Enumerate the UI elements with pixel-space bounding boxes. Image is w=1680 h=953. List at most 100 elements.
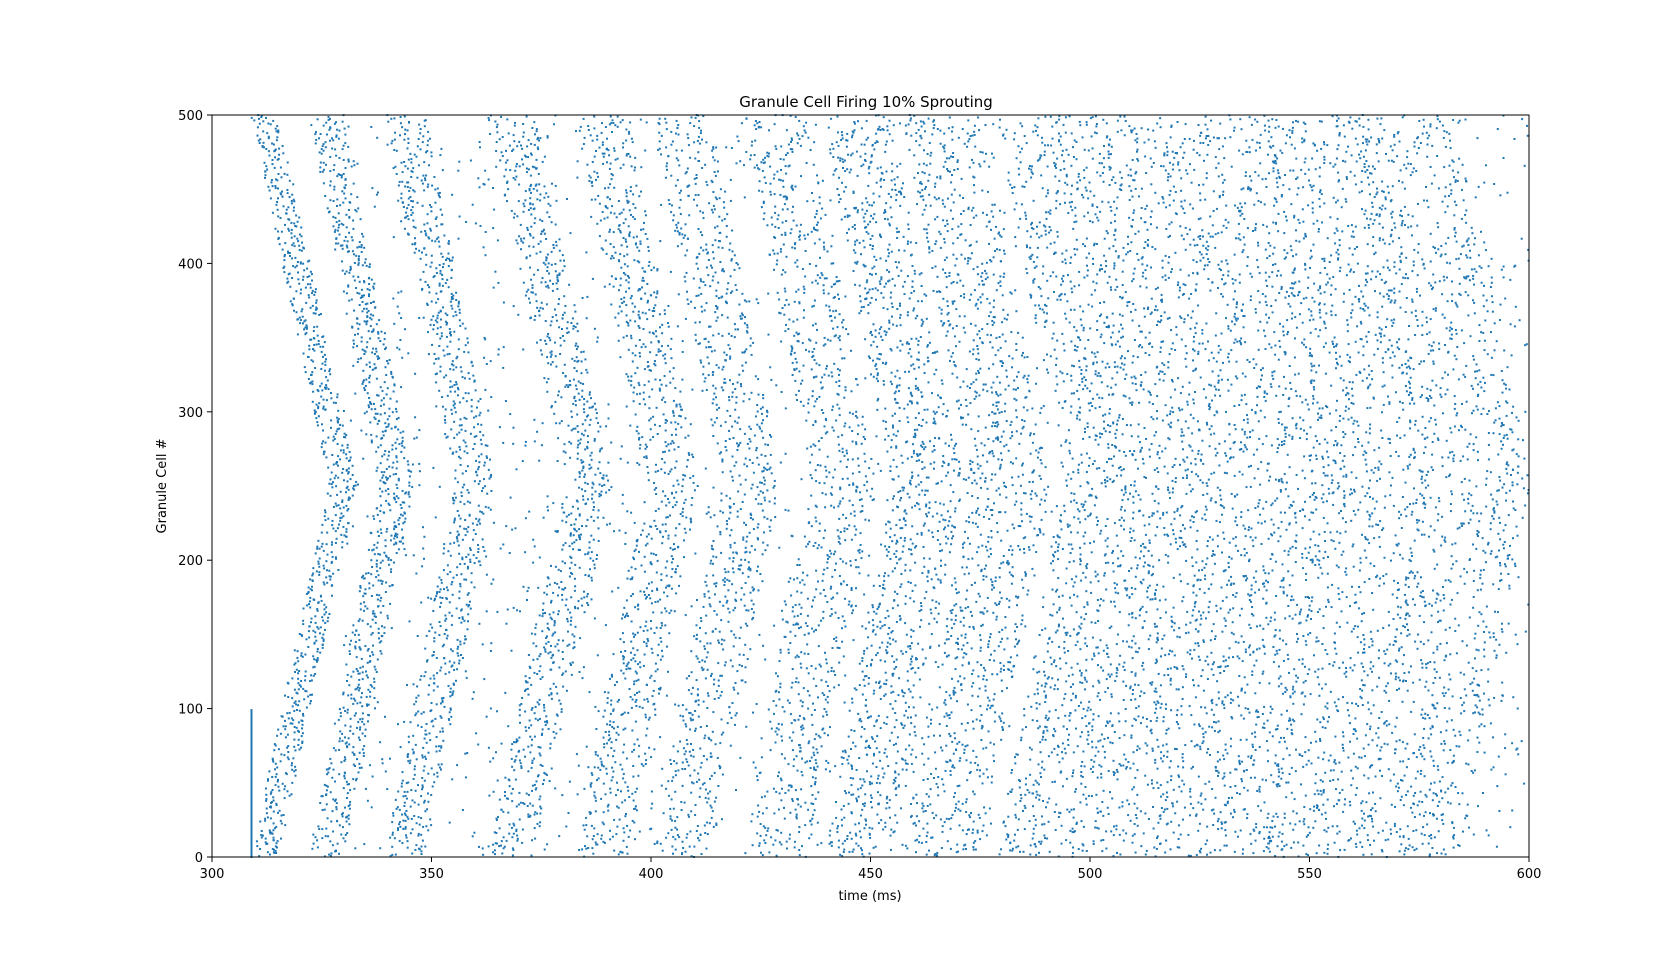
spike-point <box>534 217 537 220</box>
spike-point <box>357 736 360 739</box>
spike-point <box>590 458 593 461</box>
spike-point <box>379 520 382 523</box>
spike-point <box>744 350 747 353</box>
spike-point <box>585 525 588 528</box>
spike-point <box>323 783 326 786</box>
spike-point <box>517 200 520 203</box>
spike-point <box>529 185 532 188</box>
spike-point <box>396 487 399 490</box>
spike-point <box>361 296 364 299</box>
spike-point <box>250 830 253 833</box>
spike-point <box>281 715 284 718</box>
spike-point <box>362 235 365 238</box>
spike-point <box>632 799 635 802</box>
spike-point <box>554 341 556 344</box>
spike-point <box>361 576 363 579</box>
spike-point <box>621 617 623 620</box>
spike-point <box>801 724 804 727</box>
spike-point <box>674 466 677 469</box>
chart-title: Granule Cell Firing 10% Sprouting <box>739 93 993 111</box>
spike-point <box>556 276 559 279</box>
spike-point <box>400 785 403 788</box>
spike-point <box>696 139 699 142</box>
spike-point <box>593 170 596 173</box>
spike-point <box>567 608 570 611</box>
spike-point <box>623 616 626 619</box>
spike-point <box>480 423 483 426</box>
spike-point <box>537 774 540 777</box>
spike-point <box>526 805 529 807</box>
spike-point <box>283 172 286 175</box>
spike-point <box>250 721 253 723</box>
spike-point <box>633 550 636 553</box>
spike-point <box>573 359 576 362</box>
spike-point <box>693 489 696 492</box>
spike-point <box>287 751 290 753</box>
spike-point <box>403 511 406 514</box>
spike-point <box>438 749 441 752</box>
spike-point <box>315 301 318 304</box>
spike-point <box>550 406 553 409</box>
spike-point <box>659 842 662 845</box>
spike-point <box>314 673 317 675</box>
spike-point <box>625 757 628 760</box>
spike-point <box>575 342 578 345</box>
spike-point <box>618 289 620 292</box>
spike-point <box>458 319 461 322</box>
spike-point <box>667 155 670 158</box>
spike-point <box>597 421 599 424</box>
spike-point <box>612 721 615 724</box>
spike-point <box>562 672 565 675</box>
spike-point <box>626 852 629 855</box>
spike-point <box>250 811 253 814</box>
spike-point <box>738 653 741 656</box>
spike-point <box>449 386 452 389</box>
spike-point <box>332 225 335 228</box>
spike-point <box>291 303 294 306</box>
spike-point <box>646 466 649 468</box>
spike-point <box>250 764 253 766</box>
spike-point <box>683 527 686 530</box>
spike-point <box>283 797 286 800</box>
spike-point <box>462 439 465 442</box>
spike-point <box>579 382 582 385</box>
spike-point <box>628 209 631 212</box>
spike-point <box>765 834 768 837</box>
spike-point <box>393 521 396 524</box>
spike-point <box>556 278 559 281</box>
spike-point <box>548 583 551 586</box>
spike-point <box>468 604 471 607</box>
spike-point <box>449 531 452 534</box>
spike-point <box>277 215 280 218</box>
spike-point <box>449 554 452 557</box>
spike-point <box>250 765 253 768</box>
spike-point <box>358 241 361 243</box>
spike-point <box>363 601 366 604</box>
spike-point <box>510 757 513 760</box>
spike-point <box>407 218 410 221</box>
spike-point <box>806 760 809 763</box>
spike-point <box>643 270 646 273</box>
spike-point <box>738 663 741 666</box>
spike-point <box>330 852 333 855</box>
spike-point <box>402 795 405 798</box>
spike-point <box>622 237 625 239</box>
spike-point <box>390 559 393 562</box>
spike-point <box>279 819 282 822</box>
spike-point <box>671 779 674 782</box>
spike-point <box>406 846 409 849</box>
spike-point <box>300 235 303 238</box>
spike-point <box>660 383 663 386</box>
spike-point <box>276 840 279 843</box>
spike-point <box>755 447 758 449</box>
spike-point <box>398 180 401 183</box>
spike-point <box>748 447 751 450</box>
spike-point <box>358 304 361 306</box>
spike-point <box>315 403 318 406</box>
spike-point <box>670 357 673 360</box>
spike-point <box>453 521 456 524</box>
spike-point <box>711 181 714 184</box>
spike-point <box>349 717 352 720</box>
spike-point <box>250 823 253 826</box>
spike-point <box>329 575 332 578</box>
